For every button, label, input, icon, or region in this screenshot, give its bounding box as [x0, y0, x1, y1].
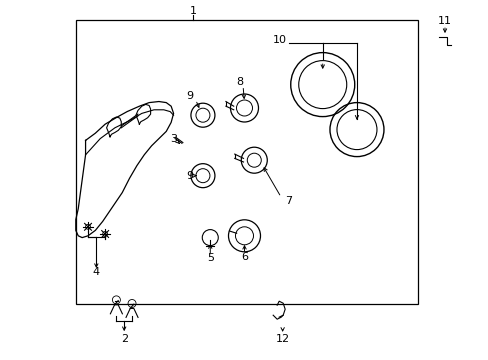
Text: 4: 4 — [93, 267, 100, 277]
Text: 2: 2 — [121, 334, 127, 345]
Text: 10: 10 — [272, 35, 286, 45]
Text: 8: 8 — [236, 77, 243, 87]
Text: 1: 1 — [189, 6, 196, 16]
Text: 9: 9 — [186, 91, 193, 102]
Text: 5: 5 — [206, 253, 213, 264]
Bar — [76, 20, 417, 304]
Text: 12: 12 — [275, 334, 289, 345]
Text: 3: 3 — [170, 134, 177, 144]
Text: 11: 11 — [437, 16, 451, 26]
Text: 6: 6 — [241, 252, 247, 262]
Text: 7: 7 — [285, 195, 291, 206]
Text: 9: 9 — [186, 171, 193, 181]
